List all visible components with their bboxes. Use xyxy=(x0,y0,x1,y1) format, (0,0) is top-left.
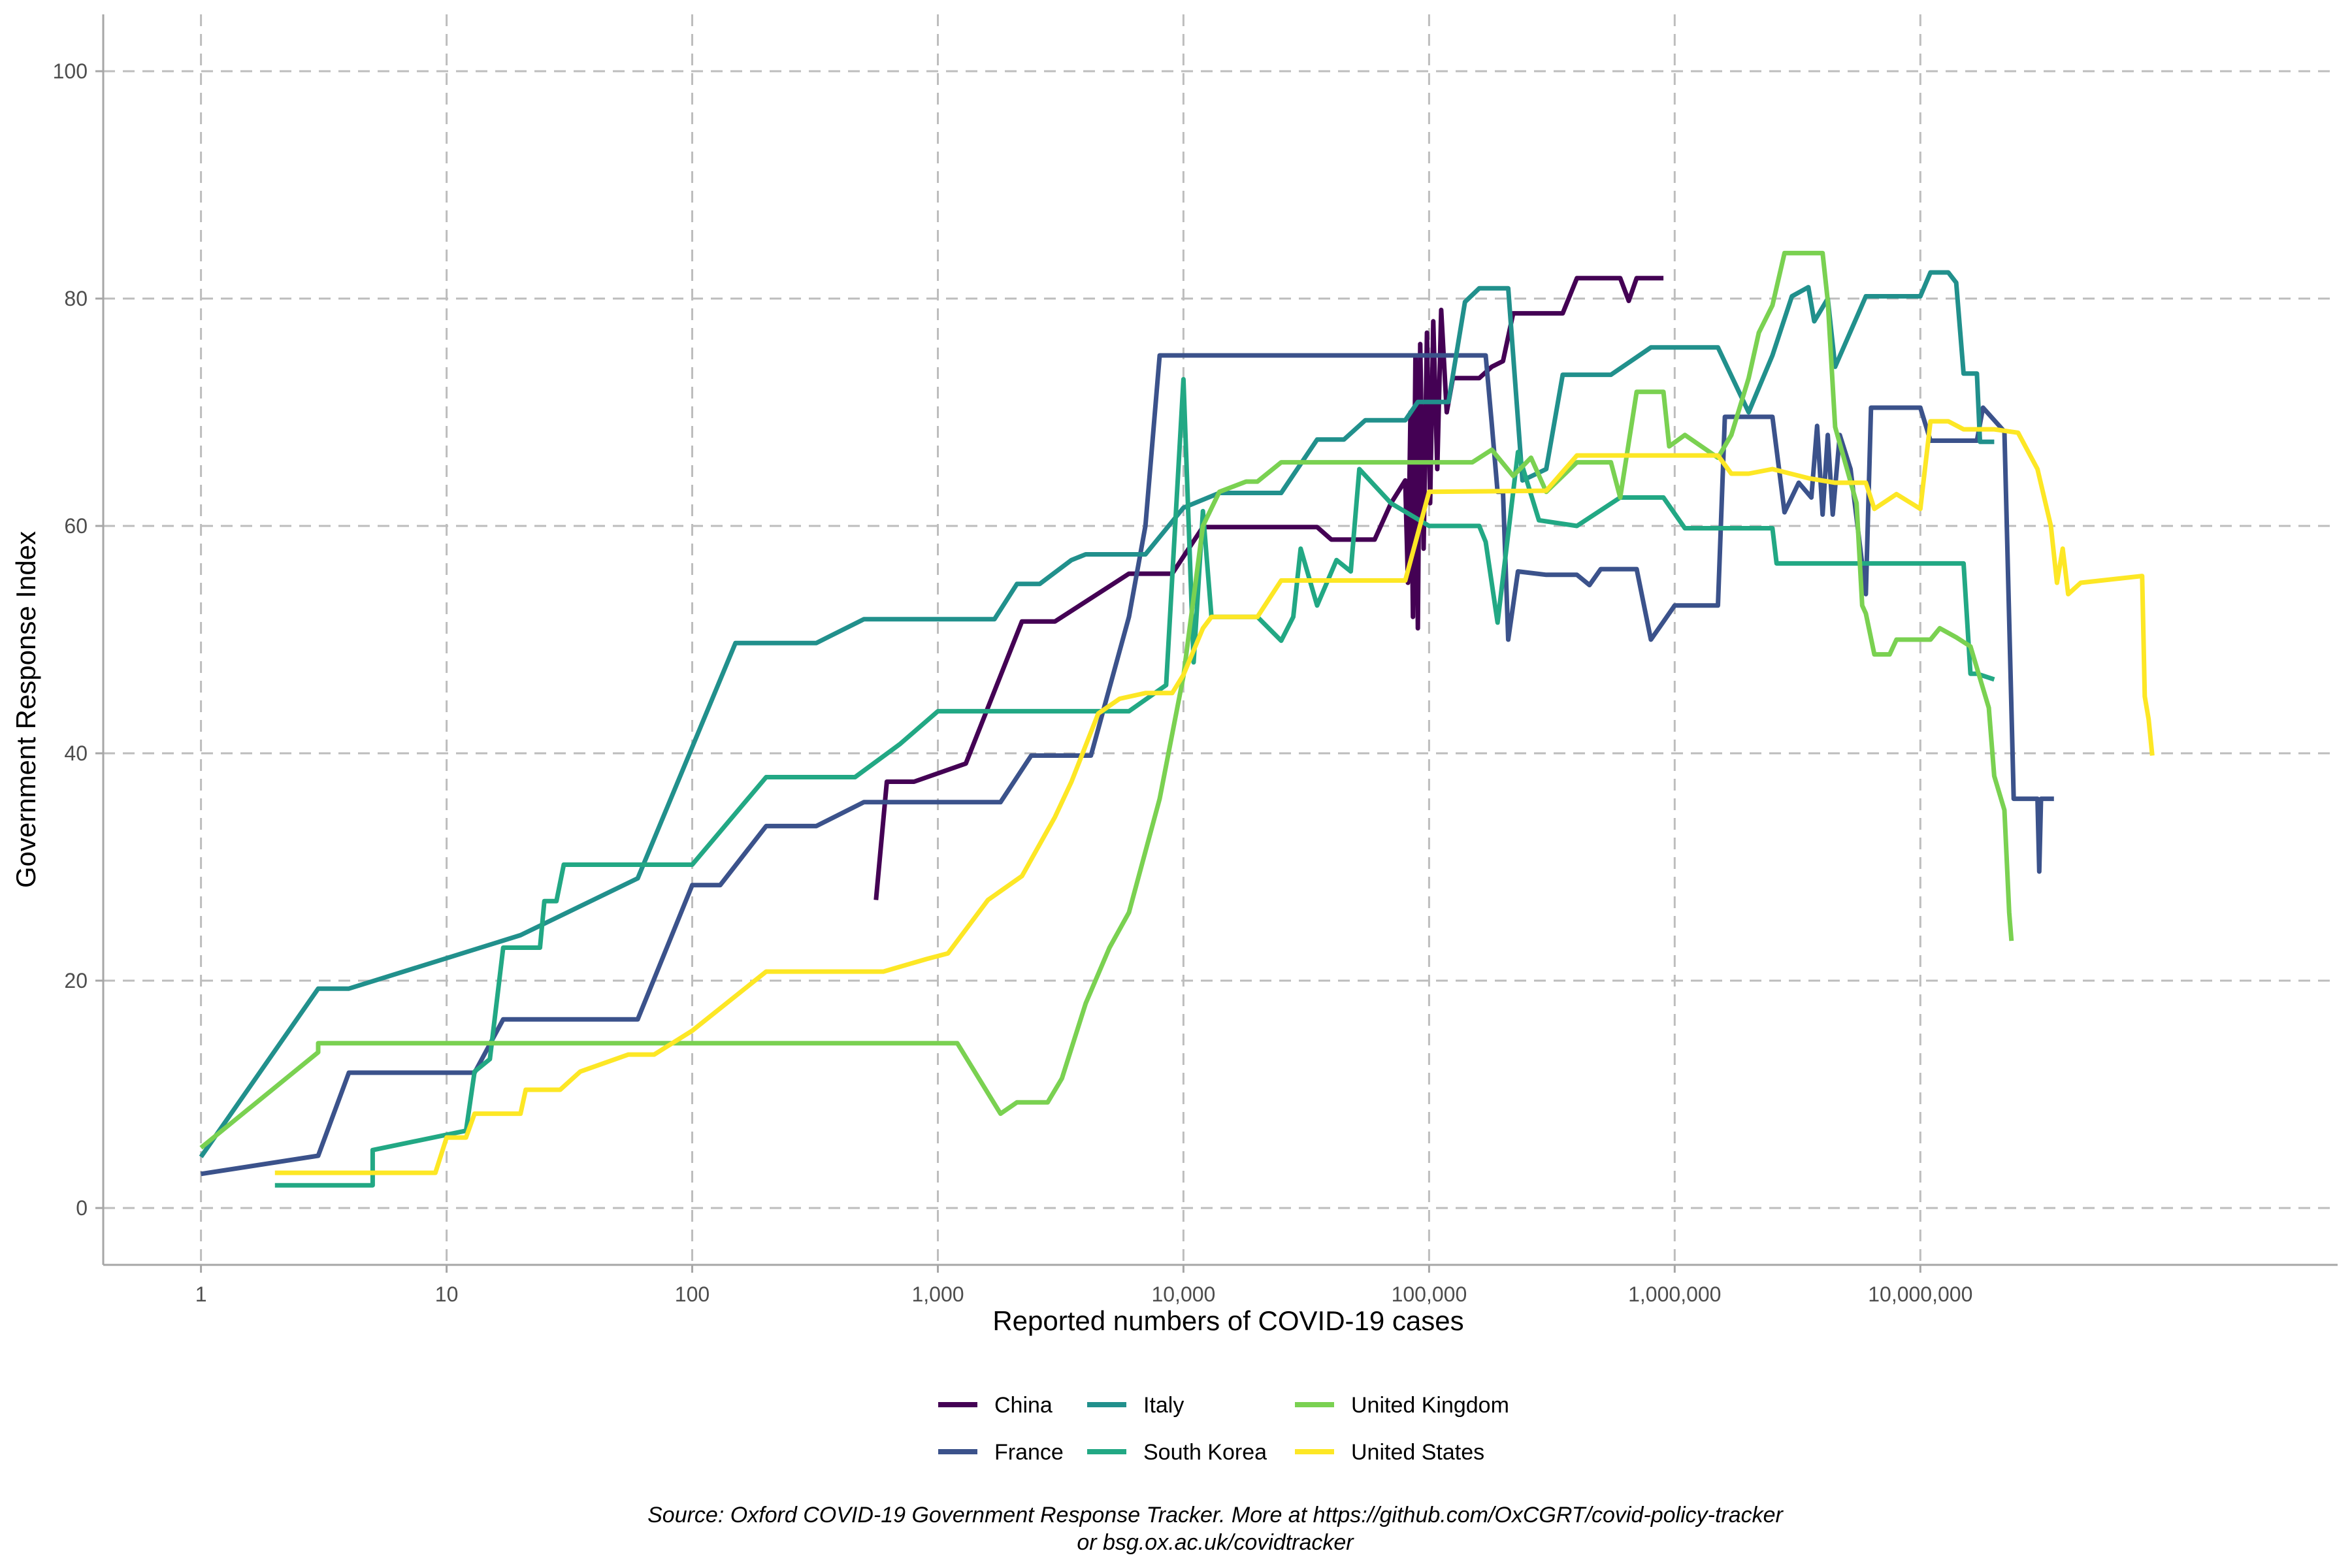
legend-item-united-kingdom: United Kingdom xyxy=(1295,1393,1509,1418)
legend-label-south-korea: South Korea xyxy=(1143,1440,1267,1465)
x-tick-label: 10,000 xyxy=(1151,1282,1215,1306)
x-tick-label: 1 xyxy=(195,1282,207,1306)
x-axis-title: Reported numbers of COVID-19 cases xyxy=(992,1305,1463,1336)
series-line-france xyxy=(201,353,2054,1177)
y-tick-label: 20 xyxy=(64,969,88,992)
series-line-united-kingdom xyxy=(199,250,2014,1150)
y-tick-label: 80 xyxy=(64,287,88,310)
grid xyxy=(103,14,2338,1265)
legend-label-france: France xyxy=(994,1440,1064,1465)
x-tick-label: 10 xyxy=(435,1282,459,1306)
x-tick-label: 100 xyxy=(675,1282,710,1306)
legend-label-china: China xyxy=(994,1393,1053,1418)
series-line-italy xyxy=(199,270,1995,1158)
legend-item-united-states: United States xyxy=(1295,1440,1484,1465)
x-axis-tick-labels: 1 10 100 1,000 10,000 100,000 1,000,000 10,000,… xyxy=(195,1282,1973,1306)
legend-item-china: China xyxy=(938,1393,1053,1418)
y-tick-label: 40 xyxy=(64,742,88,765)
legend-label-united-states: United States xyxy=(1351,1440,1484,1465)
series-lines xyxy=(199,250,2155,1188)
legend-item-italy: Italy xyxy=(1087,1393,1184,1418)
legend-label-italy: Italy xyxy=(1143,1393,1184,1418)
y-tick-label: 100 xyxy=(53,59,88,83)
y-axis-title: Government Response Index xyxy=(10,531,41,888)
legend-item-france: France xyxy=(938,1440,1064,1465)
y-tick-label: 60 xyxy=(64,514,88,538)
y-tick-label: 0 xyxy=(76,1196,88,1220)
legend: China France Italy South Korea United Kingdo… xyxy=(938,1393,1509,1465)
x-tick-label: 100,000 xyxy=(1392,1282,1467,1306)
x-tick-label: 1,000,000 xyxy=(1628,1282,1721,1306)
y-axis-tick-labels: 0 20 40 60 80 100 xyxy=(53,59,88,1220)
caption-line-1: Source: Oxford COVID-19 Government Respo… xyxy=(647,1503,1784,1527)
legend-item-south-korea: South Korea xyxy=(1087,1440,1267,1465)
axes xyxy=(95,14,2338,1273)
x-tick-label: 1,000 xyxy=(911,1282,964,1306)
series-line-united-states xyxy=(274,419,2155,1175)
x-tick-label: 10,000,000 xyxy=(1868,1282,1972,1306)
caption-line-2: or bsg.ox.ac.uk/covidtracker xyxy=(1077,1530,1354,1555)
legend-label-united-kingdom: United Kingdom xyxy=(1351,1393,1509,1418)
